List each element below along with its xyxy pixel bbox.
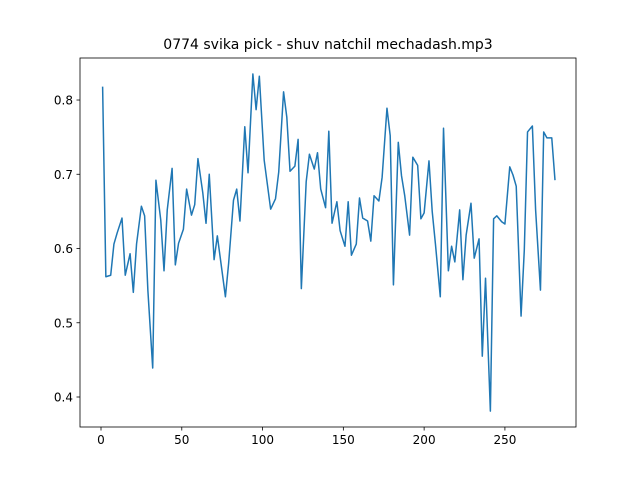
x-tick-label: 200	[413, 433, 436, 447]
y-tick-label: 0.4	[54, 391, 73, 405]
x-tick-label: 150	[332, 433, 355, 447]
x-tick-label: 100	[251, 433, 274, 447]
x-tick-label: 50	[174, 433, 189, 447]
y-tick-label: 0.8	[54, 94, 73, 108]
x-tick-label: 0	[97, 433, 105, 447]
y-tick-label: 0.7	[54, 168, 73, 182]
line-series	[101, 73, 556, 412]
x-tick-label: 250	[493, 433, 516, 447]
y-tick-label: 0.6	[54, 242, 73, 256]
y-tick-label: 0.5	[54, 316, 73, 330]
axes-frame	[79, 57, 577, 428]
chart-title: 0774 svika pick - shuv natchil mechadash…	[163, 37, 492, 53]
